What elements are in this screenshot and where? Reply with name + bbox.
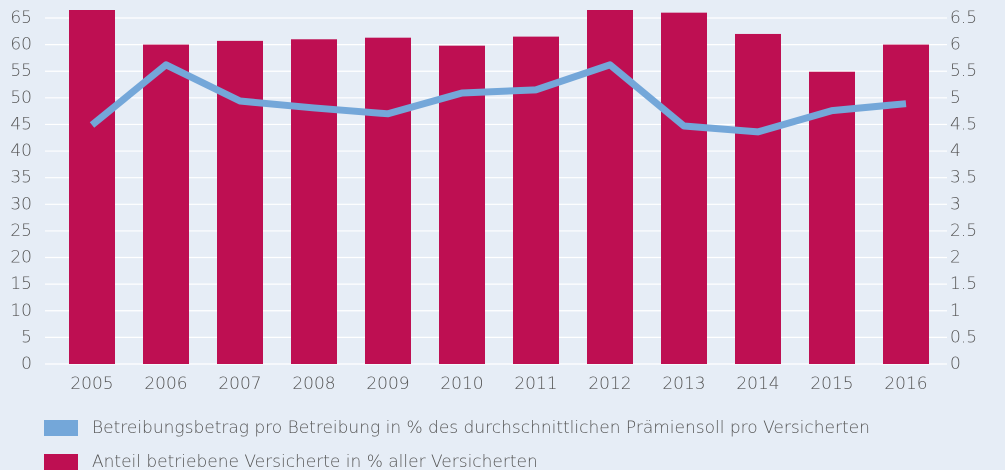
- y2-tick-label: 6.5: [950, 8, 977, 28]
- y-tick-label: 60: [10, 35, 32, 55]
- y2-tick-label: 0: [950, 354, 961, 374]
- grid: [45, 17, 947, 365]
- bar: [883, 44, 929, 365]
- y-tick-label: 20: [10, 248, 32, 268]
- y2-tick-label: 3: [950, 194, 961, 214]
- x-tick-label: 2009: [366, 374, 409, 394]
- line: [89, 61, 907, 136]
- y-tick-label: 45: [10, 114, 32, 134]
- y-tick-label: 5: [21, 327, 32, 347]
- y2-tick-label: 0.5: [950, 327, 977, 347]
- legend-label: Betreibungsbetrag pro Betreibung in % de…: [92, 418, 870, 438]
- x-tick-label: 2014: [736, 374, 779, 394]
- y-tick-label: 10: [10, 301, 32, 321]
- y-tick-label: 25: [10, 221, 32, 241]
- y2-tick-label: 1: [950, 301, 961, 321]
- x-tick-label: 2010: [440, 374, 483, 394]
- legend-label: Anteil betriebene Versicherte in % aller…: [92, 452, 538, 470]
- y2-tick-label: 4.5: [950, 114, 977, 134]
- x-tick-label: 2007: [218, 374, 261, 394]
- y2-tick-label: 4: [950, 141, 961, 161]
- bar: [809, 71, 855, 365]
- y-tick-label: 35: [10, 168, 32, 188]
- y-tick-label: 55: [10, 61, 32, 81]
- bar: [143, 44, 189, 365]
- x-tick-label: 2016: [884, 374, 927, 394]
- y2-tick-label: 5: [950, 88, 961, 108]
- x-tick-label: 2008: [292, 374, 335, 394]
- y2-tick-label: 1.5: [950, 274, 977, 294]
- x-tick-label: 2005: [70, 374, 113, 394]
- y-tick-label: 65: [10, 8, 32, 28]
- y2-tick-label: 6: [950, 35, 961, 55]
- x-tick-label: 2006: [144, 374, 187, 394]
- y-tick-label: 40: [10, 141, 32, 161]
- y2-tick-label: 3.5: [950, 168, 977, 188]
- x-tick-label: 2011: [514, 374, 557, 394]
- y-tick-label: 30: [10, 194, 32, 214]
- x-tick-label: 2015: [810, 374, 853, 394]
- y2-tick-label: 2.5: [950, 221, 977, 241]
- y-tick-label: 0: [21, 354, 32, 374]
- y-tick-label: 50: [10, 88, 32, 108]
- y-tick-label: 15: [10, 274, 32, 294]
- bars: [69, 10, 929, 365]
- y2-tick-label: 2: [950, 248, 961, 268]
- legend-swatch: [44, 420, 78, 436]
- y2-tick-label: 5.5: [950, 61, 977, 81]
- x-tick-label: 2013: [662, 374, 705, 394]
- bar: [69, 10, 115, 364]
- legend-swatch: [44, 454, 78, 470]
- bar: [735, 33, 781, 364]
- bar: [291, 39, 337, 364]
- bar: [365, 37, 411, 364]
- bar: [661, 12, 707, 365]
- x-tick-label: 2012: [588, 374, 631, 394]
